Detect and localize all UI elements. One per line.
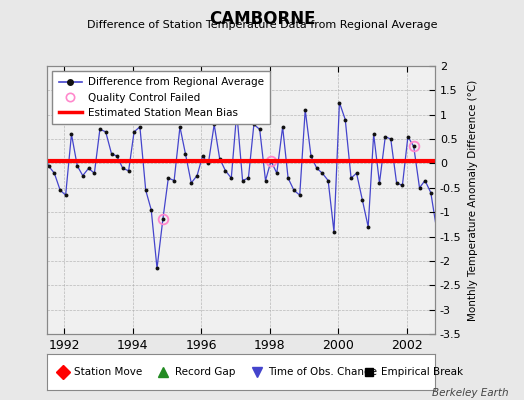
Text: Empirical Break: Empirical Break (380, 367, 463, 377)
Text: CAMBORNE: CAMBORNE (209, 10, 315, 28)
Legend: Difference from Regional Average, Quality Control Failed, Estimated Station Mean: Difference from Regional Average, Qualit… (52, 71, 270, 124)
Y-axis label: Monthly Temperature Anomaly Difference (°C): Monthly Temperature Anomaly Difference (… (468, 79, 478, 321)
Text: Berkeley Earth: Berkeley Earth (432, 388, 508, 398)
Text: Record Gap: Record Gap (175, 367, 235, 377)
Text: Station Move: Station Move (74, 367, 143, 377)
Text: Time of Obs. Change: Time of Obs. Change (268, 367, 377, 377)
Text: Difference of Station Temperature Data from Regional Average: Difference of Station Temperature Data f… (87, 20, 437, 30)
